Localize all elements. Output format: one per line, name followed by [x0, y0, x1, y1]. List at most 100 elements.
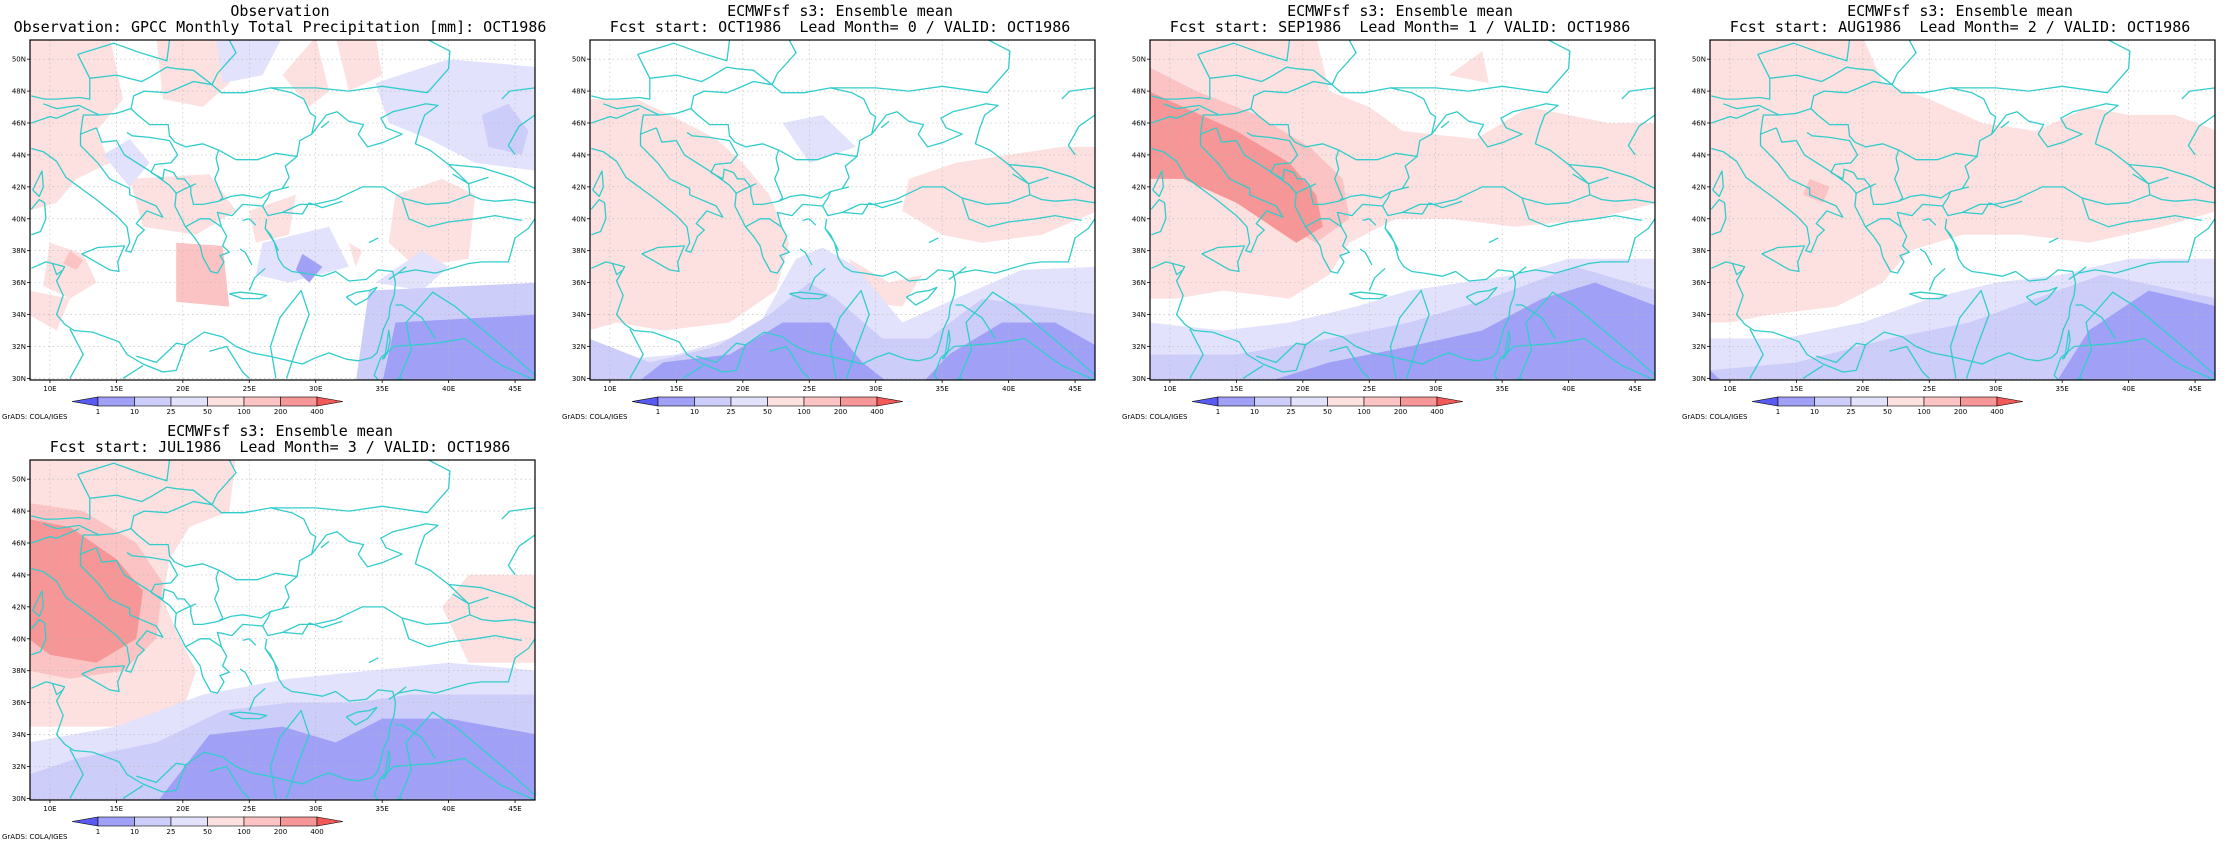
colorbar-label: 10 [130, 828, 139, 836]
coastline [1401, 103, 1591, 195]
coastline [1389, 289, 1430, 379]
coastline [2128, 163, 2215, 190]
coastline [264, 647, 280, 671]
precip-region [2057, 290, 2215, 380]
coastline [469, 614, 535, 624]
coastline [1517, 218, 1655, 274]
lat-label: 46N [1692, 120, 1706, 128]
coastline [2025, 286, 2058, 306]
precip-map: 30N 32N 34N 36N 38N 40N 42N 44N 46N 48N 50N 10E 15E 2… [1132, 39, 1656, 416]
coastline [1305, 218, 1342, 228]
precip-region [295, 253, 323, 283]
coastline [1197, 40, 1333, 86]
coastline [591, 108, 640, 124]
coastline [345, 706, 378, 726]
colorbar-segment [730, 396, 768, 407]
coastline [43, 523, 100, 536]
colorbar-arrow-right [1436, 396, 1464, 407]
coastline [655, 127, 1031, 274]
coastline [262, 191, 272, 207]
precip-region [640, 322, 885, 380]
colorbar-label: 200 [274, 408, 287, 416]
lat-label: 34N [572, 311, 586, 319]
coastline [771, 40, 797, 85]
coastline [381, 329, 391, 360]
lat-label: 30N [1692, 375, 1706, 383]
lat-label: 30N [12, 795, 26, 803]
lat-label: 40N [572, 215, 586, 223]
lon-label: 10E [1723, 385, 1736, 393]
coastline [808, 267, 826, 291]
coastline [282, 622, 310, 635]
coastline [1898, 186, 1970, 202]
coastline [239, 668, 253, 686]
colorbar-label: 200 [834, 408, 847, 416]
lat-label: 32N [12, 343, 26, 351]
coastline [185, 638, 222, 648]
coastline [1067, 114, 1095, 156]
coastline [905, 286, 938, 306]
colorbar-label: 100 [1357, 408, 1370, 416]
coastline [281, 523, 471, 615]
lat-label: 40N [12, 215, 26, 223]
coastline [308, 620, 343, 629]
colorbar-segment [767, 396, 805, 407]
map-frame [1709, 39, 2216, 381]
coastline [79, 527, 224, 626]
coastline [778, 186, 850, 202]
coastline [32, 590, 44, 618]
lat-label: 42N [12, 603, 26, 611]
coastline [218, 149, 298, 161]
coastline [401, 197, 522, 228]
lat-label: 36N [1132, 279, 1146, 287]
colorbar-label: 1 [1776, 408, 1780, 416]
lat-label: 44N [572, 151, 586, 159]
colorbar-segment [1887, 396, 1925, 407]
coastline [373, 757, 535, 800]
panel-title-line1: ECMWFsf s3: Ensemble mean [1847, 2, 2073, 20]
coastline [1331, 40, 1357, 85]
lon-label: 30E [869, 385, 882, 393]
coastline [122, 365, 144, 379]
grads-credit: GrADS: COLA/IGES [2, 833, 68, 841]
precip-map: 30N 32N 34N 36N 38N 40N 42N 44N 46N 48N 50N 10E 15E 2… [1692, 39, 2216, 416]
precip-region [336, 40, 383, 92]
coastline [1757, 40, 1893, 86]
lat-label: 46N [1132, 120, 1146, 128]
lat-label: 32N [1132, 343, 1146, 351]
precip-region [63, 250, 84, 270]
coastline [1384, 227, 1400, 251]
coastline [1711, 108, 1760, 124]
coastline [175, 603, 197, 614]
lat-label: 36N [12, 699, 26, 707]
coastline [591, 127, 724, 253]
coastline [686, 132, 739, 173]
panel-title-line1: Observation [230, 2, 330, 20]
lon-label: 20E [736, 385, 749, 393]
lat-label: 40N [1132, 215, 1146, 223]
colorbar-label: 50 [763, 408, 772, 416]
colorbar: 1 10 25 50 100 200 400 [631, 396, 904, 416]
lat-label: 50N [572, 56, 586, 64]
coastline [1012, 173, 1049, 185]
coastline [1806, 132, 1859, 173]
coastline [1898, 149, 1978, 161]
coastline [1199, 107, 1344, 206]
coastline [1589, 194, 1655, 204]
coastline [130, 80, 317, 135]
coastline [248, 267, 266, 291]
colorbar-label: 200 [274, 828, 287, 836]
coastline [829, 289, 870, 379]
coastline [211, 460, 237, 505]
colorbar-segment [1290, 396, 1328, 407]
lat-label: 32N [1692, 343, 1706, 351]
colorbar-segment [694, 396, 732, 407]
coastline [822, 191, 832, 207]
lat-label: 38N [572, 247, 586, 255]
precip-map: 30N 32N 34N 36N 38N 40N 42N 44N 46N 48N 50N 10E 15E 2… [12, 39, 536, 416]
coastline [452, 593, 489, 605]
colorbar: 1 10 25 50 100 200 400 [71, 816, 344, 836]
coastline [1928, 267, 1946, 291]
coastline [136, 762, 186, 784]
coastline [218, 186, 290, 202]
